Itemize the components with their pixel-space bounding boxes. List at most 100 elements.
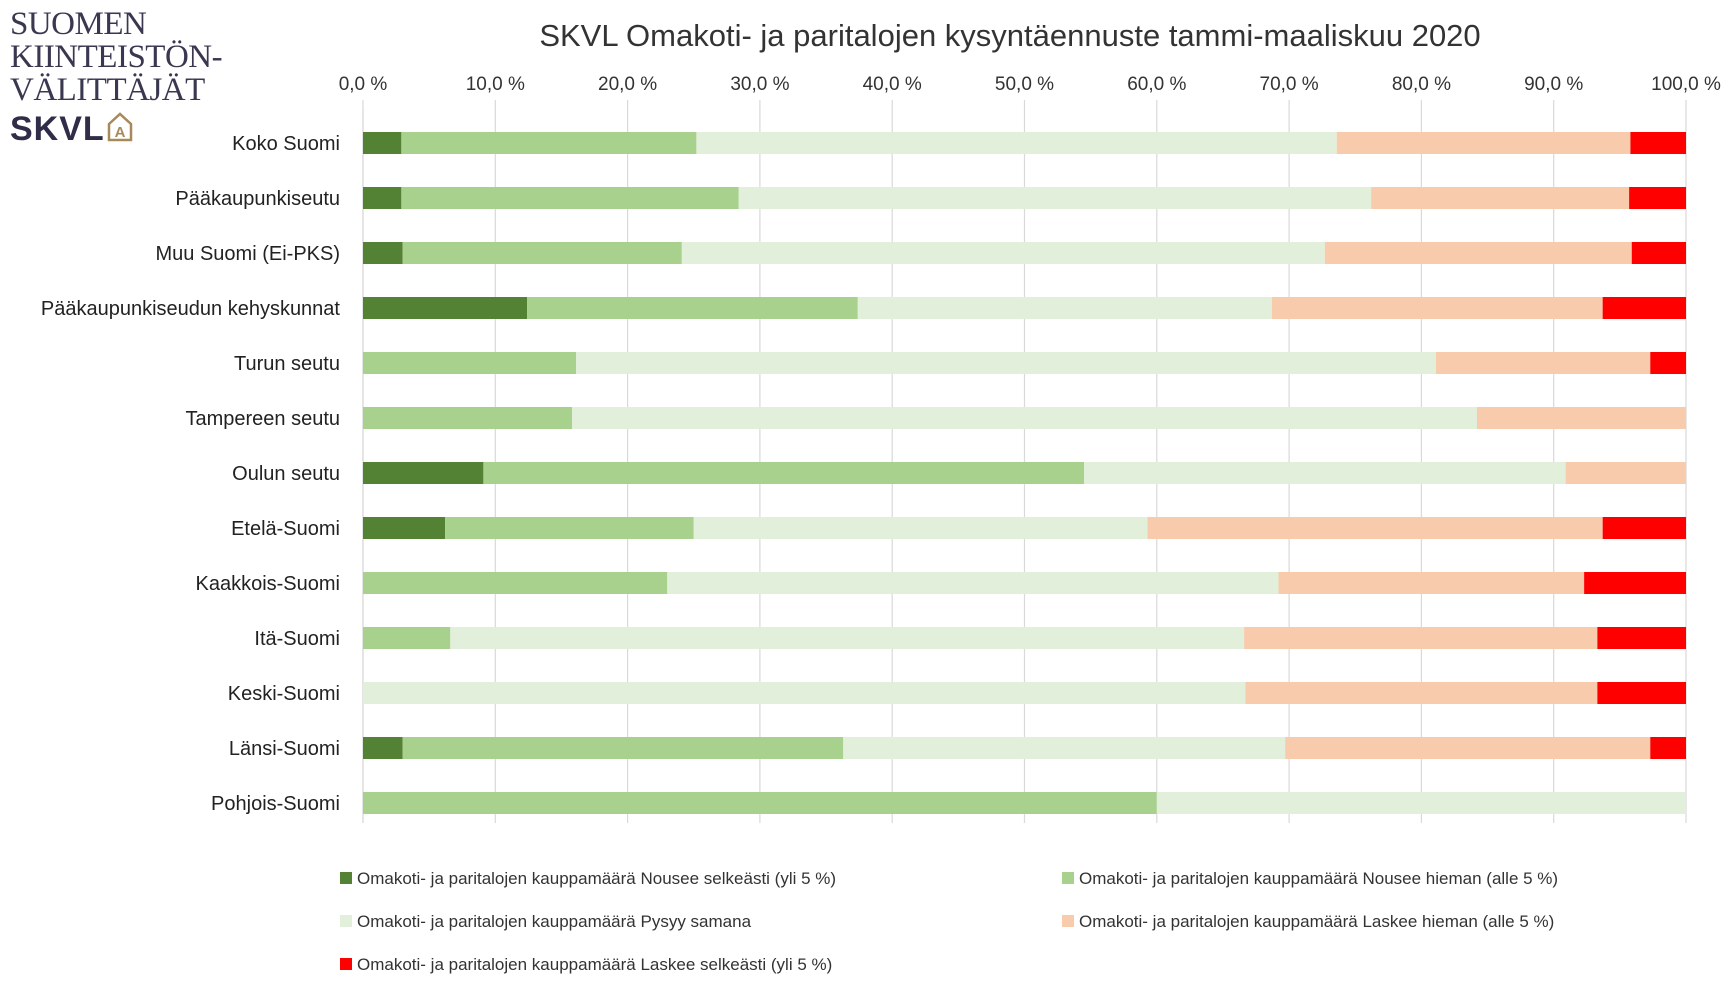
chart-title: SKVL Omakoti- ja paritalojen kysyntäennu…	[539, 18, 1480, 53]
bar-segment	[1285, 737, 1651, 759]
category-label: Pääkaupunkiseutu	[175, 188, 340, 210]
bar-segment	[1324, 242, 1632, 264]
bar-segment	[843, 737, 1286, 759]
bar-segment	[527, 297, 858, 319]
category-label: Itä-Suomi	[254, 628, 340, 650]
bar-segment	[1435, 352, 1651, 374]
x-tick-label: 100,0 %	[1651, 74, 1721, 95]
logo-house-letter: A	[115, 124, 126, 141]
axis-labels: 0,0 % 10,0 % 20,0 % 30,0 % 40,0 % 50,0 % 60,0 …	[41, 74, 1721, 815]
bar-segment	[401, 132, 697, 154]
bars	[363, 132, 1686, 814]
legend-swatch	[340, 872, 352, 884]
category-label: Tampereen seutu	[185, 408, 340, 430]
bar-segment	[1630, 132, 1686, 154]
bar-segment	[681, 242, 1325, 264]
skvl-logo: SUOMEN KIINTEISTÖN- VÄLITTÄJÄT SKVL A	[10, 8, 240, 148]
bar-segment	[363, 352, 577, 374]
bar-segment	[363, 242, 403, 264]
bar-segment	[1565, 462, 1686, 484]
category-label: Kaakkois-Suomi	[195, 573, 340, 595]
legend-label: Omakoti- ja paritalojen kauppamäärä Lask…	[357, 955, 832, 974]
bar-segment	[1271, 297, 1603, 319]
logo-line-1: SUOMEN	[10, 6, 147, 42]
bar-segment	[667, 572, 1279, 594]
bar-segment	[363, 627, 451, 649]
legend-label: Omakoti- ja paritalojen kauppamäärä Pysy…	[357, 912, 752, 931]
bar-segment	[1476, 407, 1686, 429]
legend-swatch	[340, 915, 352, 927]
logo-brand-text: SKVL	[10, 110, 105, 148]
bar-segment	[363, 737, 403, 759]
legend: Omakoti- ja paritalojen kauppamäärä Nous…	[340, 869, 1558, 974]
bar-segment	[1629, 187, 1686, 209]
logo-house-icon: A	[107, 112, 133, 142]
bar-segment	[363, 132, 402, 154]
bar-segment	[696, 132, 1337, 154]
bar-segment	[483, 462, 1085, 484]
bar-segment	[363, 407, 573, 429]
bar-segment	[363, 187, 402, 209]
bar-segment	[1631, 242, 1686, 264]
bar-segment	[1602, 297, 1686, 319]
bar-segment	[1278, 572, 1585, 594]
bar-segment	[1602, 517, 1686, 539]
category-label: Muu Suomi (Ei-PKS)	[156, 243, 341, 265]
bar-segment	[572, 407, 1477, 429]
x-tick-label: 90,0 %	[1524, 74, 1583, 95]
x-tick-label: 30,0 %	[730, 74, 789, 95]
bar-segment	[402, 242, 682, 264]
legend-swatch	[340, 958, 352, 970]
bar-segment	[1597, 682, 1686, 704]
legend-label: Omakoti- ja paritalojen kauppamäärä Nous…	[357, 869, 836, 888]
bar-segment	[1336, 132, 1631, 154]
legend-label: Omakoti- ja paritalojen kauppamäärä Lask…	[1079, 912, 1554, 931]
legend-swatch	[1062, 872, 1074, 884]
bar-segment	[363, 682, 1246, 704]
bar-segment	[738, 187, 1372, 209]
bar-segment	[363, 297, 528, 319]
bar-segment	[445, 517, 694, 539]
bar-segment	[402, 737, 844, 759]
bar-segment	[857, 297, 1272, 319]
bar-segment	[1650, 352, 1686, 374]
category-label: Etelä-Suomi	[231, 518, 340, 540]
category-label: Länsi-Suomi	[229, 738, 340, 760]
bar-segment	[363, 792, 1157, 814]
category-label: Pohjois-Suomi	[211, 793, 340, 815]
bar-segment	[450, 627, 1245, 649]
x-tick-label: 60,0 %	[1127, 74, 1186, 95]
logo-line-2: KIINTEISTÖN-	[10, 39, 223, 75]
bar-segment	[576, 352, 1436, 374]
bar-segment	[1245, 682, 1598, 704]
bar-segment	[1650, 737, 1686, 759]
bar-segment	[1084, 462, 1566, 484]
category-label: Koko Suomi	[232, 133, 340, 155]
x-tick-label: 0,0 %	[339, 74, 388, 95]
x-tick-label: 20,0 %	[598, 74, 657, 95]
bar-segment	[401, 187, 739, 209]
x-tick-label: 10,0 %	[466, 74, 525, 95]
legend-swatch	[1062, 915, 1074, 927]
bar-segment	[1584, 572, 1686, 594]
bar-segment	[1244, 627, 1598, 649]
bar-segment	[1371, 187, 1630, 209]
x-tick-label: 70,0 %	[1260, 74, 1319, 95]
category-label: Turun seutu	[234, 353, 340, 375]
category-label: Oulun seutu	[232, 463, 340, 485]
bar-segment	[363, 517, 446, 539]
x-tick-label: 40,0 %	[863, 74, 922, 95]
bar-segment	[693, 517, 1148, 539]
bar-segment	[1156, 792, 1686, 814]
category-label: Keski-Suomi	[228, 683, 340, 705]
bar-segment	[363, 462, 484, 484]
category-label: Pääkaupunkiseudun kehyskunnat	[41, 298, 341, 320]
x-tick-label: 50,0 %	[995, 74, 1054, 95]
bar-segment	[363, 572, 668, 594]
bar-segment	[1597, 627, 1686, 649]
legend-label: Omakoti- ja paritalojen kauppamäärä Nous…	[1079, 869, 1558, 888]
bar-segment	[1147, 517, 1603, 539]
x-tick-label: 80,0 %	[1392, 74, 1451, 95]
logo-line-3: VÄLITTÄJÄT	[10, 72, 205, 108]
